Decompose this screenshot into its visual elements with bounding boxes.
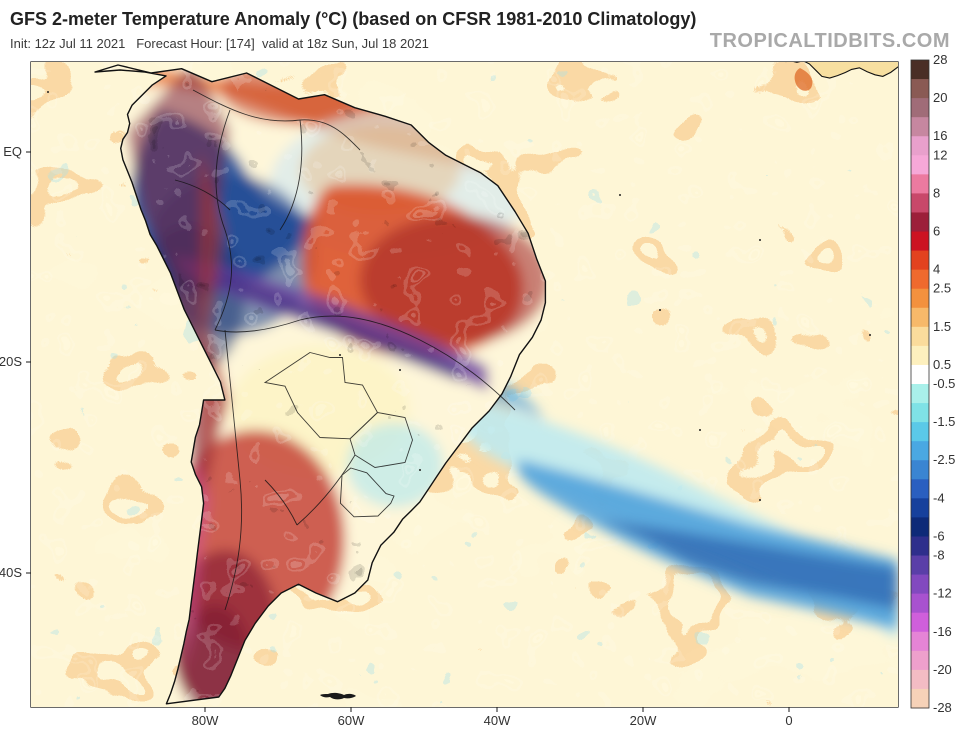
svg-text:-28: -28	[933, 700, 952, 715]
svg-text:20S: 20S	[0, 354, 22, 369]
svg-text:12: 12	[933, 147, 947, 162]
svg-text:40W: 40W	[484, 713, 511, 728]
svg-text:16: 16	[933, 128, 947, 143]
svg-text:-1.5: -1.5	[933, 414, 955, 429]
svg-text:80W: 80W	[192, 713, 219, 728]
svg-text:-6: -6	[933, 529, 945, 544]
svg-text:-20: -20	[933, 662, 952, 677]
svg-text:1.5: 1.5	[933, 319, 951, 334]
svg-text:-0.5: -0.5	[933, 376, 955, 391]
svg-text:-12: -12	[933, 586, 952, 601]
svg-text:6: 6	[933, 224, 940, 239]
svg-text:28: 28	[933, 52, 947, 67]
svg-text:EQ: EQ	[3, 144, 22, 159]
svg-text:-4: -4	[933, 490, 945, 505]
svg-text:0.5: 0.5	[933, 357, 951, 372]
svg-text:-2.5: -2.5	[933, 452, 955, 467]
svg-text:4: 4	[933, 262, 940, 277]
svg-text:0: 0	[785, 713, 792, 728]
svg-text:20: 20	[933, 90, 947, 105]
svg-text:-16: -16	[933, 624, 952, 639]
svg-text:60W: 60W	[338, 713, 365, 728]
svg-text:40S: 40S	[0, 565, 22, 580]
svg-text:20W: 20W	[630, 713, 657, 728]
svg-text:8: 8	[933, 185, 940, 200]
svg-text:-8: -8	[933, 548, 945, 563]
svg-text:2.5: 2.5	[933, 281, 951, 296]
